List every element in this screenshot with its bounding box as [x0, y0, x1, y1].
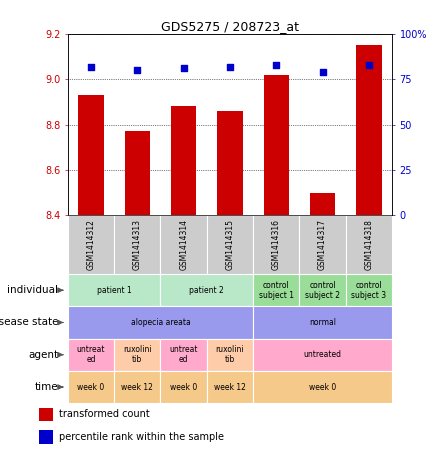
Bar — [346, 274, 392, 306]
Text: ruxolini
tib: ruxolini tib — [123, 345, 152, 364]
Text: GSM1414315: GSM1414315 — [226, 219, 234, 270]
Text: untreat
ed: untreat ed — [170, 345, 198, 364]
Bar — [253, 274, 300, 306]
Text: agent: agent — [28, 350, 58, 360]
Point — [319, 68, 326, 76]
Text: week 0: week 0 — [309, 382, 336, 391]
Point — [226, 63, 233, 70]
Bar — [253, 306, 392, 339]
Text: normal: normal — [309, 318, 336, 327]
Bar — [264, 75, 289, 215]
Bar — [68, 306, 253, 339]
Bar — [124, 131, 150, 215]
Point — [134, 67, 141, 74]
Bar — [160, 339, 207, 371]
Text: control
subject 1: control subject 1 — [259, 281, 294, 299]
Bar — [114, 215, 160, 274]
Text: control
subject 2: control subject 2 — [305, 281, 340, 299]
Text: time: time — [35, 382, 58, 392]
Text: alopecia areata: alopecia areata — [131, 318, 191, 327]
Bar — [68, 215, 114, 274]
Text: transformed count: transformed count — [59, 410, 150, 419]
Text: ruxolini
tib: ruxolini tib — [215, 345, 244, 364]
Text: untreat
ed: untreat ed — [77, 345, 105, 364]
Bar — [207, 371, 253, 403]
Text: patient 1: patient 1 — [97, 286, 131, 295]
Bar — [68, 339, 114, 371]
Text: GSM1414316: GSM1414316 — [272, 219, 281, 270]
Point — [273, 61, 280, 68]
Bar — [310, 193, 335, 215]
Text: week 0: week 0 — [170, 382, 197, 391]
Text: untreated: untreated — [304, 350, 342, 359]
Bar — [356, 45, 381, 215]
Text: control
subject 3: control subject 3 — [351, 281, 386, 299]
Bar — [39, 430, 53, 444]
Text: GSM1414312: GSM1414312 — [87, 219, 95, 270]
Text: GSM1414317: GSM1414317 — [318, 219, 327, 270]
Bar — [171, 106, 196, 215]
Bar — [253, 371, 392, 403]
Text: week 12: week 12 — [121, 382, 153, 391]
Bar — [253, 339, 392, 371]
Text: week 0: week 0 — [78, 382, 105, 391]
Bar — [207, 339, 253, 371]
Bar — [78, 95, 104, 215]
Bar — [207, 215, 253, 274]
Point — [180, 65, 187, 72]
Bar — [68, 274, 160, 306]
Bar — [253, 215, 300, 274]
Bar — [300, 274, 346, 306]
Bar — [160, 371, 207, 403]
Text: GSM1414313: GSM1414313 — [133, 219, 142, 270]
Bar — [39, 408, 53, 421]
Bar — [160, 274, 253, 306]
Bar — [346, 215, 392, 274]
Point — [365, 61, 372, 68]
Title: GDS5275 / 208723_at: GDS5275 / 208723_at — [161, 20, 299, 33]
Bar — [160, 215, 207, 274]
Bar — [114, 339, 160, 371]
Bar — [68, 371, 114, 403]
Bar — [300, 215, 346, 274]
Point — [88, 63, 95, 70]
Text: patient 2: patient 2 — [189, 286, 224, 295]
Text: disease state: disease state — [0, 318, 58, 328]
Text: GSM1414314: GSM1414314 — [179, 219, 188, 270]
Bar — [217, 111, 243, 215]
Text: week 12: week 12 — [214, 382, 246, 391]
Text: GSM1414318: GSM1414318 — [364, 219, 373, 270]
Text: individual: individual — [7, 285, 58, 295]
Text: percentile rank within the sample: percentile rank within the sample — [59, 432, 224, 442]
Bar — [114, 371, 160, 403]
